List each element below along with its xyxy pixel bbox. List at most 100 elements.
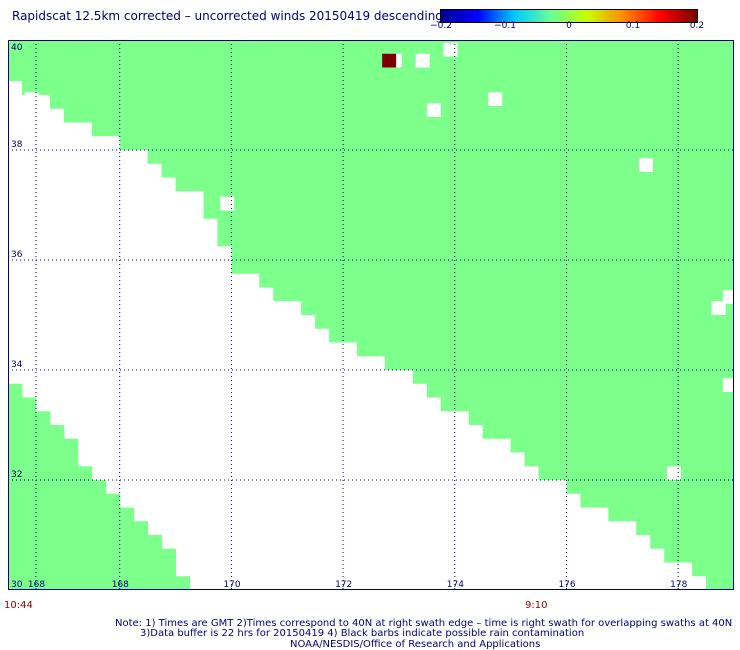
swath-column <box>245 40 260 274</box>
wind-difference-map: 168 168 170 172 174 176 178 40 38 36 34 32 30 <box>8 40 734 590</box>
swath-column <box>63 40 79 123</box>
swath-column <box>147 40 163 164</box>
swath-column <box>329 40 344 343</box>
swath-column <box>8 383 23 590</box>
swath-column <box>468 40 484 425</box>
colorbar-tick-label: −0.2 <box>430 21 452 31</box>
swath-column <box>77 466 93 590</box>
swath-column <box>315 40 330 329</box>
colorbar-tick-label: 0.2 <box>689 21 705 31</box>
missing-cell <box>488 92 503 106</box>
swath-column <box>119 40 135 150</box>
colorbar <box>440 9 698 23</box>
swath-column <box>133 521 149 590</box>
swath-column <box>175 576 190 590</box>
swath-column <box>273 40 288 302</box>
missing-cell <box>443 42 458 57</box>
swath-column <box>189 40 204 192</box>
swath-column <box>510 40 526 453</box>
missing-cell <box>639 158 654 172</box>
swath-column <box>231 40 246 274</box>
swath-column <box>105 40 121 137</box>
swath-column <box>105 493 121 590</box>
swath-column <box>524 40 540 467</box>
swath-column <box>91 40 107 137</box>
missing-cell <box>666 466 681 480</box>
x-tick-label: 178 <box>670 580 687 590</box>
plot-frame <box>8 40 734 590</box>
swath-column <box>426 40 442 398</box>
missing-cell <box>415 53 430 68</box>
swath-column <box>692 40 707 577</box>
swath-column <box>482 40 498 439</box>
y-tick-label: 36 <box>11 250 23 260</box>
swath-column <box>259 40 274 288</box>
missing-cell <box>722 290 734 304</box>
missing-cell <box>220 196 235 211</box>
swath-column <box>301 40 316 315</box>
note-line-2: 3)Data buffer is 22 hrs for 20150419 4) … <box>140 628 585 639</box>
swath-column <box>287 40 302 302</box>
swath-column <box>608 40 623 522</box>
swath-column <box>161 40 177 178</box>
colorbar-tick-label: −0.1 <box>494 21 516 31</box>
swath-column <box>496 40 512 439</box>
y-tick-label: 40 <box>11 43 23 53</box>
x-tick-label: 170 <box>223 580 240 590</box>
swath-column <box>398 40 414 370</box>
y-tick-label: 30 <box>11 580 23 590</box>
x-tick-label: 168 <box>28 580 45 590</box>
missing-cell <box>24 92 39 106</box>
swath-column <box>343 40 358 343</box>
time-left-label: 10:44 <box>4 600 33 611</box>
colorbar-tick-label: 0 <box>566 21 572 31</box>
swath-column <box>161 548 177 590</box>
y-tick-label: 32 <box>11 470 22 480</box>
swath-column <box>35 40 51 95</box>
swath-column <box>454 40 470 412</box>
swath-column <box>175 40 190 192</box>
swath-column <box>440 40 456 412</box>
swath-column <box>566 40 581 494</box>
swath-column <box>147 535 163 590</box>
note-line-1: Note: 1) Times are GMT 2)Times correspon… <box>115 618 733 629</box>
missing-cell <box>722 378 734 392</box>
swath-column <box>650 40 665 549</box>
note-line-3: NOAA/NESDIS/Office of Research and Appli… <box>290 639 541 650</box>
swath-column <box>636 40 651 535</box>
swath-column <box>580 40 595 508</box>
swath-column <box>91 480 107 590</box>
swath-column <box>77 40 93 123</box>
swath-column <box>384 40 400 370</box>
time-mid-label: 9:10 <box>525 600 548 611</box>
swath-column <box>720 40 734 590</box>
swath-column <box>217 40 232 247</box>
y-tick-label: 38 <box>11 140 23 150</box>
swath-column <box>203 40 218 219</box>
swath-column <box>49 40 65 109</box>
swath-column <box>412 40 428 384</box>
x-tick-label: 168 <box>112 580 129 590</box>
swath-column <box>678 40 693 563</box>
swath-column <box>63 438 79 590</box>
swath-column <box>371 40 386 357</box>
swath-column <box>21 397 37 590</box>
missing-cell <box>426 103 441 117</box>
x-tick-label: 174 <box>447 580 464 590</box>
swath-column <box>538 40 553 480</box>
swath-column <box>35 411 51 590</box>
swath-column <box>119 507 135 590</box>
swath-column <box>133 40 149 150</box>
chart-title: Rapidscat 12.5km corrected – uncorrected… <box>12 9 443 23</box>
swath-column <box>21 40 37 95</box>
swath-column <box>8 40 23 82</box>
value-cell <box>382 53 397 68</box>
swath-column <box>357 40 372 357</box>
x-tick-label: 176 <box>558 580 575 590</box>
missing-cell <box>711 301 726 315</box>
y-tick-label: 34 <box>11 360 23 370</box>
x-tick-label: 172 <box>335 580 352 590</box>
colorbar-tick-label: 0.1 <box>625 21 641 31</box>
swath-column <box>594 40 609 508</box>
